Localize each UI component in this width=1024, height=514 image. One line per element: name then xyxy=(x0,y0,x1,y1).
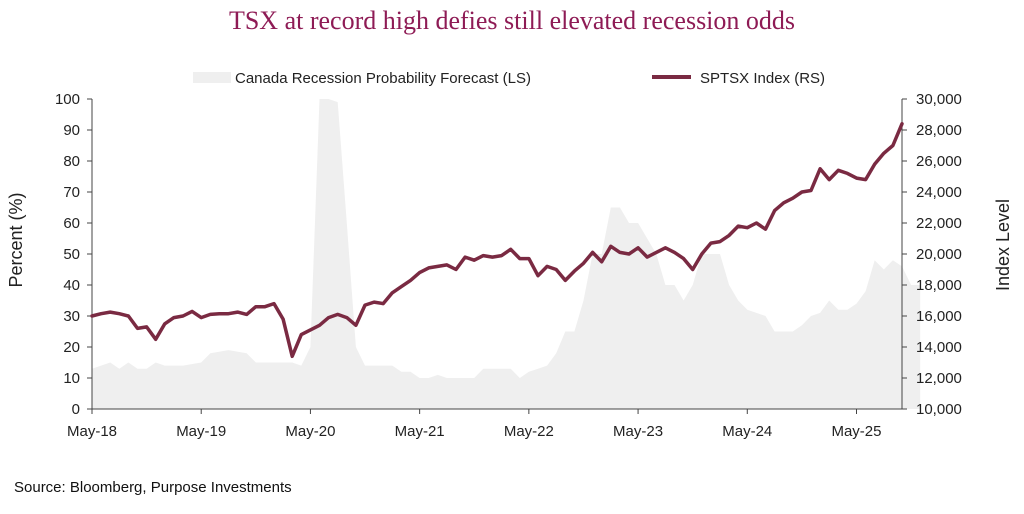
y-tick-label-right: 26,000 xyxy=(916,153,962,170)
axes-layer xyxy=(87,98,907,414)
x-tick-label: May-23 xyxy=(613,423,663,440)
y-tick-label-right: 24,000 xyxy=(916,184,962,201)
sptsx-index-line xyxy=(90,122,904,359)
recession-area-layer xyxy=(92,99,921,409)
recession-probability-area xyxy=(92,99,921,409)
y-tick-label-right: 28,000 xyxy=(916,122,962,139)
y-tick-label-left: 90 xyxy=(63,122,80,139)
y-tick-label-left: 40 xyxy=(63,277,80,294)
chart-title: TSX at record high defies still elevated… xyxy=(228,6,796,35)
x-tick-label: May-25 xyxy=(831,423,881,440)
y-axis-title-left: Percent (%) xyxy=(6,192,26,287)
y-tick-label-left: 30 xyxy=(63,308,80,325)
y-tick-label-right: 12,000 xyxy=(916,370,962,387)
x-tick-label: May-18 xyxy=(67,423,117,440)
x-tick-label: May-20 xyxy=(285,423,335,440)
y-tick-label-left: 80 xyxy=(63,153,80,170)
sptsx-line-layer xyxy=(90,122,904,359)
y-tick-label-left: 50 xyxy=(63,246,80,263)
legend: Canada Recession Probability Forecast (L… xyxy=(193,70,825,87)
y-tick-label-left: 60 xyxy=(63,215,80,232)
y-tick-label-right: 18,000 xyxy=(916,277,962,294)
y-tick-label-right: 10,000 xyxy=(916,401,962,418)
x-tick-label: May-22 xyxy=(504,423,554,440)
x-tick-label: May-19 xyxy=(176,423,226,440)
y-tick-label-right: 20,000 xyxy=(916,246,962,263)
y-tick-label-right: 16,000 xyxy=(916,308,962,325)
y-tick-label-left: 10 xyxy=(63,370,80,387)
legend-swatch-recession xyxy=(193,72,231,83)
tick-labels-layer: 0 10 20 30 40 50 60 70 80 90 100 10,000 12,000 14,000… xyxy=(55,91,962,440)
legend-label-sptsx: SPTSX Index (RS) xyxy=(700,70,825,87)
x-tick-label: May-21 xyxy=(395,423,445,440)
y-tick-label-right: 14,000 xyxy=(916,339,962,356)
legend-label-recession: Canada Recession Probability Forecast (L… xyxy=(235,70,531,87)
y-tick-label-left: 100 xyxy=(55,91,80,108)
x-tick-label: May-24 xyxy=(722,423,772,440)
y-tick-label-right: 22,000 xyxy=(916,215,962,232)
y-tick-label-left: 20 xyxy=(63,339,80,356)
y-tick-label-left: 0 xyxy=(72,401,80,418)
y-axis-title-right: Index Level xyxy=(993,199,1013,291)
y-tick-label-left: 70 xyxy=(63,184,80,201)
source-note: Source: Bloomberg, Purpose Investments xyxy=(14,479,292,496)
y-tick-label-right: 30,000 xyxy=(916,91,962,108)
